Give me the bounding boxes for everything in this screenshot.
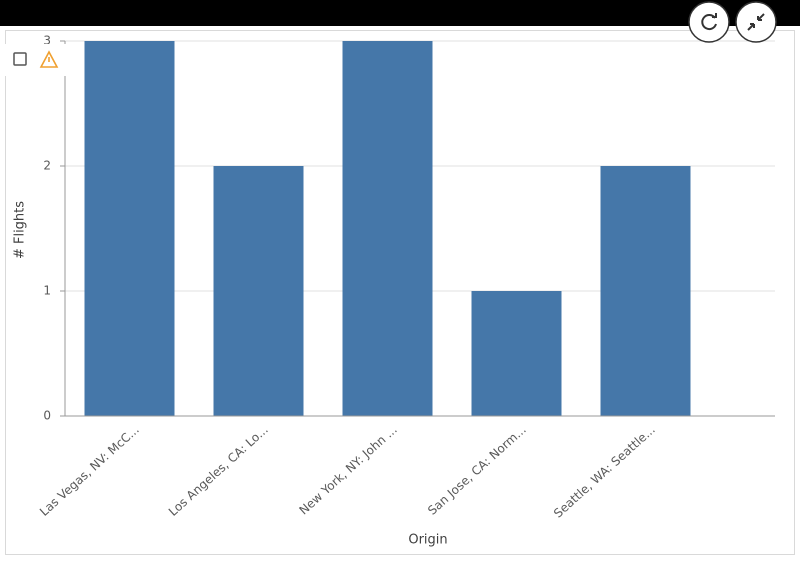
bar: [600, 166, 691, 416]
x-tick-label: Las Vegas, NV: McC...: [37, 422, 142, 518]
button-circle[interactable]: [735, 1, 777, 43]
bar: [84, 41, 175, 416]
chart-frame: [5, 30, 795, 555]
x-tick-label: New York, NY: John ...: [296, 422, 399, 517]
x-tick-label: Los Angeles, CA: Lo...: [166, 422, 271, 518]
x-axis-title: Origin: [408, 533, 447, 548]
y-tick-label: 2: [43, 159, 51, 173]
snapshot-icon[interactable]: [13, 52, 27, 66]
bar: [471, 291, 562, 416]
y-axis-title: # Flights: [13, 201, 28, 259]
top-bar: [0, 0, 800, 26]
bar: [342, 41, 433, 416]
warning-icon[interactable]: [39, 50, 59, 68]
y-tick-label: 3: [43, 34, 51, 48]
collapse-icon: [747, 13, 765, 31]
collapse-button[interactable]: [735, 1, 777, 43]
x-tick-label: Seattle, WA: Seattle...: [551, 422, 658, 520]
refresh-icon: [701, 14, 717, 31]
refresh-arrow: [712, 13, 717, 18]
bar: [213, 166, 304, 416]
y-tick-label: 1: [43, 284, 51, 298]
icon-background: [0, 44, 70, 76]
y-tick-label: 0: [43, 409, 51, 423]
button-circle[interactable]: [688, 1, 730, 43]
x-tick-label: San Jose, CA: Norm...: [425, 422, 529, 517]
refresh-button[interactable]: [688, 1, 730, 43]
toolbar-icons: [0, 44, 70, 76]
